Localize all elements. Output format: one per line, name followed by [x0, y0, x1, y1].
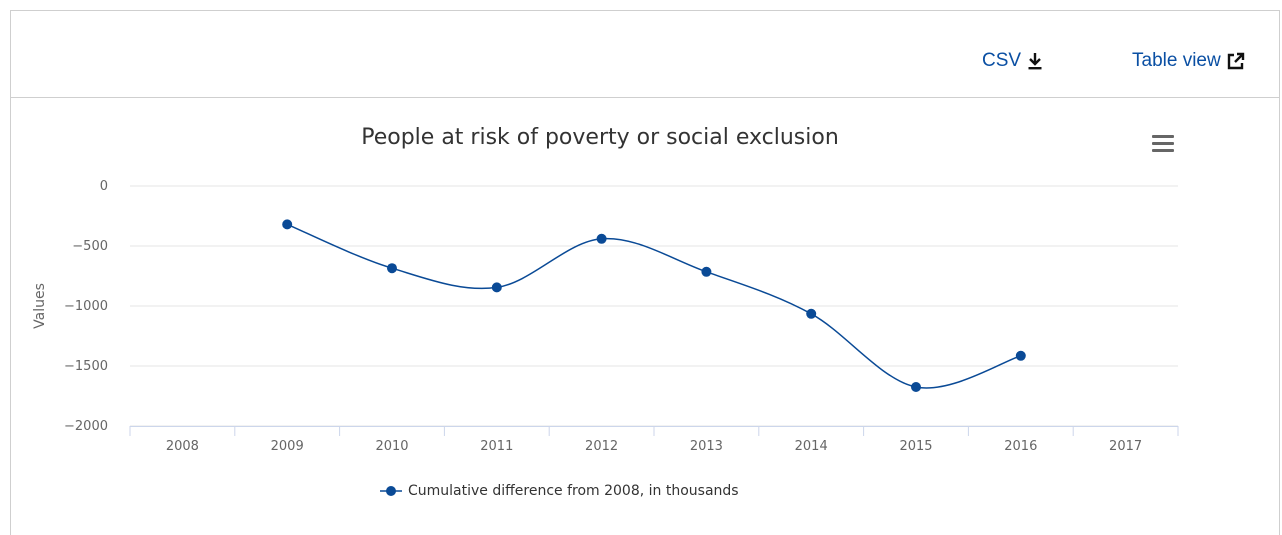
hamburger-menu-icon	[1152, 135, 1174, 138]
x-tick-label: 2009	[271, 439, 304, 454]
external-link-icon	[1227, 52, 1244, 70]
chart-menu-button[interactable]	[1150, 134, 1176, 154]
chart-frame	[10, 10, 1280, 535]
x-tick-label: 2011	[480, 439, 513, 454]
table-view-label: Table view	[1132, 50, 1221, 71]
y-tick-label: −1000	[64, 299, 108, 314]
x-tick-label: 2015	[899, 439, 932, 454]
x-axis: 2008 2009 2010 2011 2012 2013 2014 2015 2016 2017	[129, 426, 1179, 454]
x-tick-label: 2016	[1004, 439, 1037, 454]
x-tick-label: 2013	[690, 439, 723, 454]
plot-area	[282, 219, 1026, 392]
toolbar: CSV Table view	[10, 10, 1280, 98]
csv-download-link[interactable]: CSV	[982, 50, 1043, 72]
y-tick-label: −1500	[64, 359, 108, 374]
x-tick-label: 2012	[585, 439, 618, 454]
table-view-link[interactable]: Table view	[1132, 50, 1245, 72]
x-tick-label: 2017	[1109, 439, 1142, 454]
series-line	[286, 223, 1022, 389]
data-point[interactable]	[806, 308, 817, 319]
y-tick-label: −2000	[64, 419, 108, 434]
data-point[interactable]	[596, 233, 607, 244]
data-point[interactable]	[701, 266, 712, 277]
legend-item[interactable]: Cumulative difference from 2008, in thou…	[380, 480, 739, 502]
y-axis-label: Values	[32, 283, 48, 329]
legend-label: Cumulative difference from 2008, in thou…	[408, 483, 739, 499]
y-axis: 0 −500 −1000 −1500 −2000	[64, 179, 108, 434]
data-point[interactable]	[491, 282, 502, 293]
legend-marker-icon	[380, 486, 402, 496]
data-point[interactable]	[387, 263, 397, 274]
y-tick-label: 0	[100, 179, 108, 194]
data-point[interactable]	[1015, 350, 1026, 361]
y-tick-label: −500	[72, 239, 108, 254]
chart-title: People at risk of poverty or social excl…	[361, 125, 839, 150]
data-point[interactable]	[282, 219, 293, 230]
download-icon	[1028, 53, 1042, 70]
x-tick-label: 2008	[166, 439, 199, 454]
csv-label: CSV	[982, 50, 1022, 71]
data-point[interactable]	[911, 382, 921, 392]
line-chart: 2008 2009 2010 2011 2012 2013 2014 2015 2016 2017…	[32, 179, 1179, 454]
x-tick-label: 2010	[375, 439, 408, 454]
x-tick-label: 2014	[795, 439, 828, 454]
